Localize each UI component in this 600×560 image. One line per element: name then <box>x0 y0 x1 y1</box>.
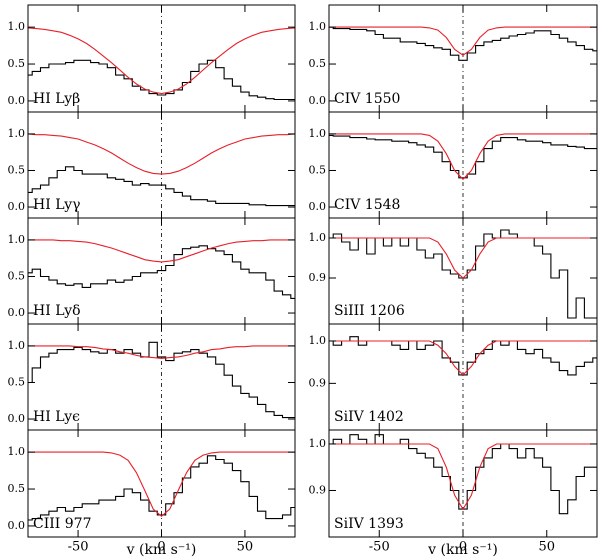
x-tick-label: 50 <box>538 540 555 555</box>
y-tick-label: 0.9 <box>309 271 327 284</box>
y-tick-label: 1.0 <box>309 334 327 347</box>
series-line <box>329 443 597 511</box>
y-tick-label: 1.0 <box>309 437 327 450</box>
x-axis-label: v (km s⁻¹) <box>427 542 498 558</box>
panel-label: SiIII 1206 <box>334 303 405 319</box>
y-tick-label: 0.5 <box>8 269 26 282</box>
series-line <box>329 336 597 376</box>
panel: 0.0 0.5 1.0 -50 0 50 CIII 977 v (km s⁻¹) <box>8 429 296 558</box>
panel: 0.0 0.5 1.0 HI Lyδ <box>8 217 296 325</box>
panel: 0.0 0.5 1.0 HI Lyγ <box>8 111 296 219</box>
series-line <box>329 26 597 61</box>
y-tick-label: 0.0 <box>8 306 26 319</box>
x-tick-label: 0 <box>157 540 165 555</box>
series-line <box>329 340 597 376</box>
series-line <box>329 229 597 319</box>
y-tick-label: 1.0 <box>309 127 327 140</box>
plot-area <box>28 341 295 419</box>
y-tick-label: 1.0 <box>8 339 26 352</box>
series-line <box>28 133 295 175</box>
y-tick-label: 0.9 <box>309 483 327 496</box>
series-line <box>28 27 295 95</box>
series-line <box>329 134 597 179</box>
plot-area <box>329 229 597 319</box>
y-tick-label: 1.0 <box>309 20 327 33</box>
panel: 0.9 1.0 SiIII 1206 <box>309 217 598 325</box>
y-tick-label: 1.0 <box>8 445 26 458</box>
series-line <box>329 26 597 56</box>
panel-label: CIV 1550 <box>334 91 400 107</box>
y-tick-label: 0.0 <box>8 519 26 532</box>
panel-label: SiIV 1402 <box>334 409 404 425</box>
y-tick-label: 0.0 <box>8 200 26 213</box>
y-tick-label: 0.5 <box>8 482 26 495</box>
panel: 0.0 0.5 1.0 CIV 1548 <box>309 111 598 219</box>
panel: 0.0 0.5 1.0 CIV 1550 <box>309 4 598 113</box>
series-line <box>28 59 295 101</box>
y-tick-label: 1.0 <box>8 20 26 33</box>
y-tick-label: 0.5 <box>8 57 26 70</box>
y-tick-label: 0.0 <box>8 412 26 425</box>
series-line <box>28 455 295 521</box>
series-line <box>28 239 295 263</box>
y-tick-label: 0.5 <box>309 163 327 176</box>
series-line <box>329 237 597 279</box>
panel-label: HI Lyβ <box>33 91 80 107</box>
plot-area <box>329 434 597 515</box>
panel-label: SiIV 1393 <box>334 516 404 532</box>
series-line <box>28 245 295 299</box>
x-tick-label: -50 <box>369 540 390 555</box>
panel-label: HI Lyγ <box>33 197 81 213</box>
y-tick-label: 0.5 <box>8 375 26 388</box>
y-tick-label: 1.0 <box>309 231 327 244</box>
y-tick-label: 0.0 <box>309 200 327 213</box>
panel-label: CIV 1548 <box>334 197 400 213</box>
panel: 0.0 0.5 1.0 HI Lyβ <box>8 4 296 113</box>
plot-area <box>28 239 295 299</box>
x-tick-label: -50 <box>68 540 89 555</box>
y-tick-label: 0.0 <box>309 94 327 107</box>
series-line <box>329 434 597 515</box>
panel-label: HI Lyϵ <box>33 409 80 425</box>
series-line <box>329 133 597 181</box>
x-axis-label: v (km s⁻¹) <box>126 542 197 558</box>
plot-area <box>329 336 597 376</box>
plot-area <box>329 26 597 61</box>
y-tick-label: 0.5 <box>8 163 26 176</box>
series-line <box>28 345 295 359</box>
plot-area <box>329 133 597 181</box>
x-tick-label: 0 <box>459 540 467 555</box>
y-tick-label: 0.0 <box>8 94 26 107</box>
series-line <box>28 451 295 518</box>
plot-area <box>28 451 295 521</box>
panel: 0.9 1.0 -50 0 50 SiIV 1393 v (km s⁻¹) <box>309 429 598 558</box>
y-tick-label: 0.9 <box>309 376 327 389</box>
panel-label: CIII 977 <box>33 516 91 532</box>
y-tick-label: 0.5 <box>309 57 327 70</box>
plot-area <box>28 27 295 101</box>
series-line <box>28 166 295 207</box>
panel: 0.0 0.5 1.0 HI Lyϵ <box>8 323 296 431</box>
y-tick-label: 1.0 <box>8 127 26 140</box>
series-line <box>28 341 295 419</box>
panel-label: HI Lyδ <box>33 303 81 319</box>
panel: 0.9 1.0 SiIV 1402 <box>309 323 598 431</box>
y-tick-label: 1.0 <box>8 233 26 246</box>
x-tick-label: 50 <box>237 540 254 555</box>
plot-area <box>28 133 295 207</box>
